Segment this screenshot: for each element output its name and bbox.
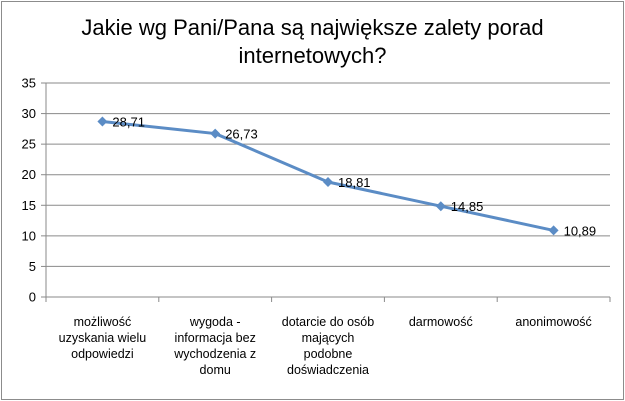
category-label-line: informacja bez [175,331,256,345]
y-tick-label: 30 [22,106,36,121]
category-label: anonimowość [515,315,591,329]
chart-title: Jakie wg Pani/Pana są największe zalety … [0,14,625,70]
category-label-line: dotarcie do osób [282,315,374,329]
category-label: dotarcie do osób mających podobne doświadcz… [282,315,374,377]
y-tick-labels: 0 5 10 15 20 25 30 35 [22,76,36,305]
data-label: 18,81 [338,175,371,190]
y-tick-label: 10 [22,228,36,243]
y-tick-label: 0 [29,290,36,305]
category-label-line: mających [302,331,355,345]
data-label: 26,73 [225,127,258,142]
chart-title-line-2: internetowych? [238,43,387,68]
series-markers [97,116,559,236]
category-label: wygoda - informacja bez wychodzenia z domu [173,315,256,377]
axes [41,82,611,302]
category-label-line: odpowiedzi [71,347,134,361]
series-line [102,119,554,232]
data-point-marker [548,225,559,236]
chart-title-line-1: Jakie wg Pani/Pana są największe zalety … [81,15,544,40]
category-label-line: uzyskania wielu [59,331,147,345]
series-line-path [102,119,554,232]
data-point-marker [97,116,108,127]
category-label-line: wychodzenia z [173,347,256,361]
category-label-line: darmowość [409,315,473,329]
data-label: 14,85 [451,199,484,214]
category-label-line: domu [200,363,231,377]
category-label-line: wygoda - [189,315,241,329]
gridlines [46,82,610,267]
data-point-marker [323,176,333,187]
data-label: 10,89 [564,223,597,238]
data-label: 28,71 [112,114,145,129]
y-tick-label: 20 [22,167,36,182]
category-labels: możliwość uzyskania wielu odpowiedzi wygoda… [59,315,592,377]
y-tick-label: 5 [29,259,36,274]
category-label-line: anonimowość [515,315,591,329]
y-tick-label: 35 [22,76,36,91]
category-label: możliwość uzyskania wielu odpowiedzi [59,315,147,361]
category-label: darmowość [409,315,473,329]
category-label-line: doświadczenia [287,363,369,377]
y-tick-label: 25 [22,137,36,152]
category-label-line: podobne [304,347,353,361]
data-point-marker [435,201,446,212]
y-tick-label: 15 [22,198,36,213]
data-labels: 28,71 26,73 18,81 14,85 10,89 [112,114,596,238]
category-label-line: możliwość [74,315,132,329]
data-point-marker [210,128,221,139]
